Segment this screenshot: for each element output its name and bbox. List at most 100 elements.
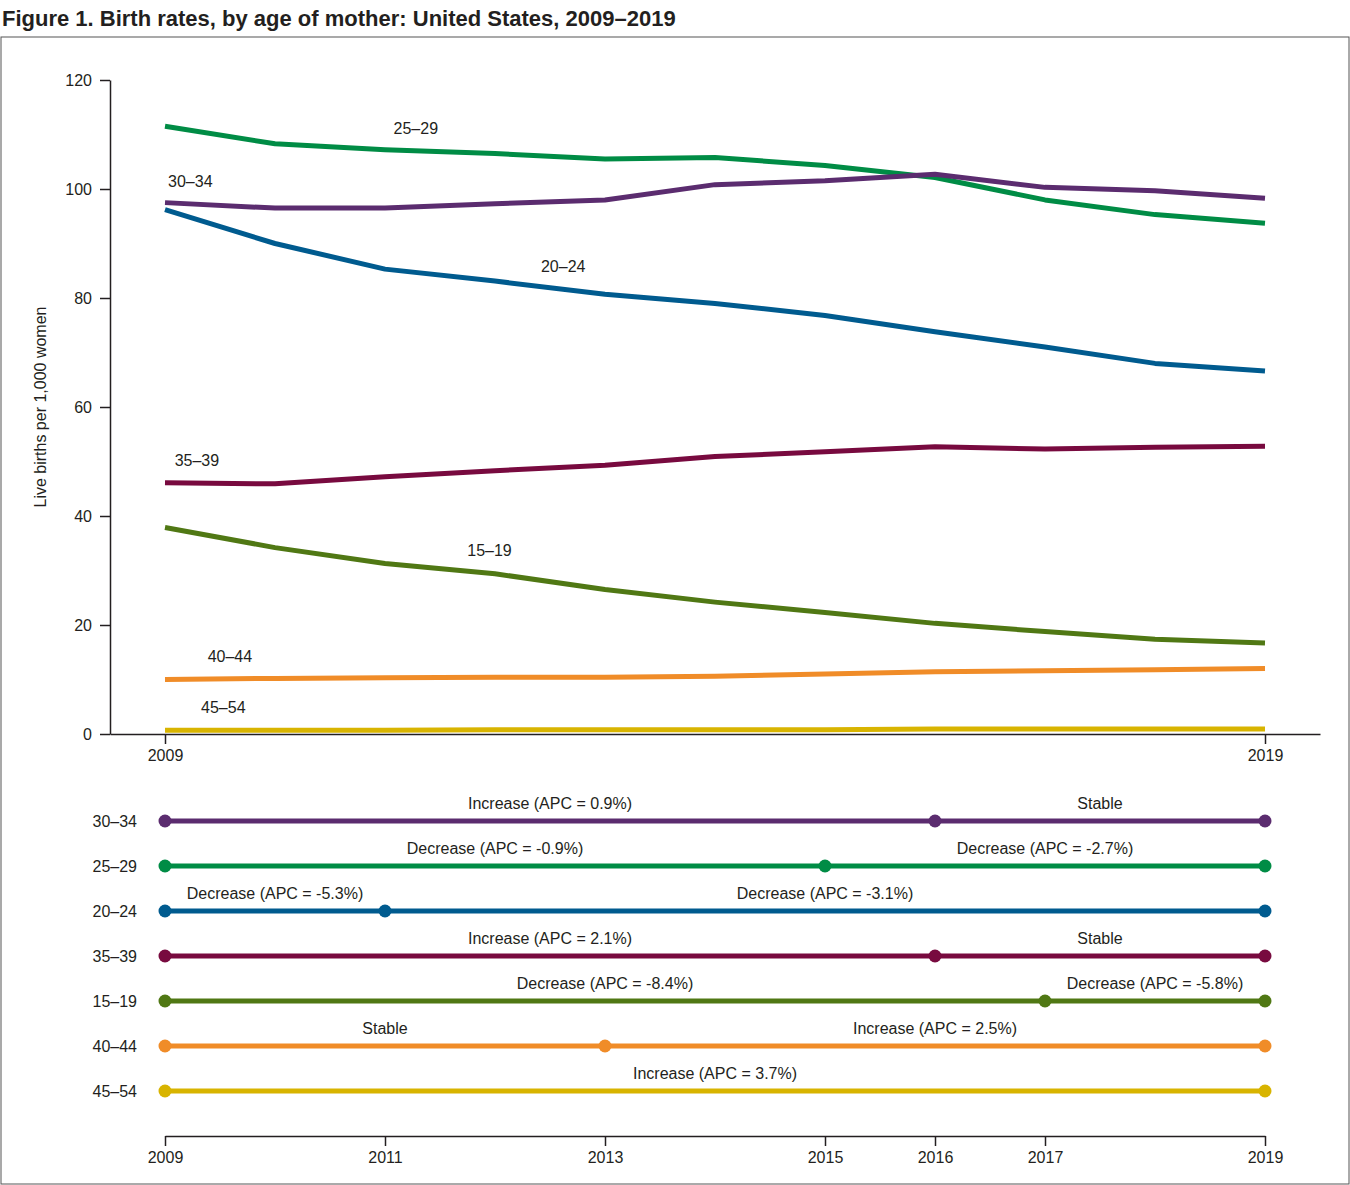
tick-label: 2016: [918, 1149, 954, 1166]
tick-label: 120: [65, 72, 92, 89]
tick: 2011: [368, 1136, 403, 1166]
tick-label: 2019: [1248, 1149, 1284, 1166]
row-label: 35–39: [93, 948, 138, 965]
tick-mark: [165, 734, 167, 744]
row-label: 25–29: [93, 858, 138, 875]
tick-mark: [100, 189, 110, 191]
segment: [165, 954, 935, 959]
lines: [165, 126, 1265, 730]
series-label: 30–34: [168, 173, 213, 190]
segment-label: Increase (APC = 2.5%): [853, 1020, 1017, 1037]
tick: 100: [65, 181, 110, 198]
segment: [605, 1044, 1265, 1049]
tick: 2019: [1248, 734, 1284, 764]
segment: [165, 909, 385, 914]
axis-line: [111, 734, 1321, 736]
tick: 60: [74, 399, 110, 416]
joinpoint: [599, 1040, 612, 1053]
joinpoint: [159, 905, 172, 918]
joinpoint: [929, 815, 942, 828]
x-axis: 2009201120132015201620172019: [148, 1136, 1284, 1166]
tick-mark: [165, 1136, 167, 1146]
tick: 2015: [808, 1136, 844, 1166]
tick-label: 100: [65, 181, 92, 198]
series-label: 40–44: [208, 648, 253, 665]
tick: 120: [65, 72, 110, 89]
tick-label: 40: [74, 508, 92, 525]
joinpoint: [1259, 815, 1272, 828]
row-label: 45–54: [93, 1083, 138, 1100]
y-axis: 0 20 40 60 80 100 120: [65, 72, 110, 743]
segment-label: Increase (APC = 2.1%): [468, 930, 632, 947]
title: Figure 1. Birth rates, by age of mother:…: [2, 6, 676, 31]
segment: [165, 1044, 605, 1049]
tick-label: 2015: [808, 1149, 844, 1166]
segment: [935, 819, 1265, 824]
joinpoint: [379, 905, 392, 918]
row-label: 20–24: [93, 903, 138, 920]
segment: [165, 819, 935, 824]
tick-mark: [825, 1136, 827, 1146]
segment: [825, 864, 1265, 869]
tick: 2019: [1248, 1136, 1284, 1166]
series-label: 35–39: [175, 452, 220, 469]
segment-label: Increase (APC = 0.9%): [468, 795, 632, 812]
segment: [165, 864, 825, 869]
tick: 0: [83, 726, 110, 743]
segment: [1045, 999, 1265, 1004]
joinpoint: [1259, 905, 1272, 918]
tick-mark: [100, 516, 110, 518]
tick-label: 20: [74, 617, 92, 634]
segment-label: Increase (APC = 3.7%): [633, 1065, 797, 1082]
tick: 2016: [918, 1136, 954, 1166]
joinpoint: [159, 1040, 172, 1053]
tick-label: 2019: [1248, 747, 1284, 764]
tick: 2017: [1028, 1136, 1064, 1166]
tick-label: 2011: [368, 1149, 403, 1166]
tick-mark: [100, 80, 110, 82]
tick-mark: [385, 1136, 387, 1146]
series-label: 20–24: [541, 258, 586, 275]
tick-mark: [605, 1136, 607, 1146]
joinpoint: [1259, 1040, 1272, 1053]
joinpoint: [159, 950, 172, 963]
tick-mark: [100, 298, 110, 300]
segment: [385, 909, 1265, 914]
segment-label: Decrease (APC = -3.1%): [737, 885, 914, 902]
segment: [165, 999, 1045, 1004]
joinpoint: [819, 860, 832, 873]
tick-mark: [935, 1136, 937, 1146]
tick-mark: [100, 625, 110, 627]
series-line: [165, 446, 1265, 484]
tick: 40: [74, 508, 110, 525]
series-line: [165, 174, 1265, 208]
axis-line: [166, 1136, 1266, 1138]
row-label: 15–19: [93, 993, 138, 1010]
segment: [165, 1089, 1265, 1094]
joinpoint: [1259, 860, 1272, 873]
x-axis: 20092019: [111, 734, 1321, 764]
joinpoint: [1259, 1085, 1272, 1098]
series-label: 45–54: [201, 699, 246, 716]
frame: [1, 37, 1349, 1184]
segment: [935, 954, 1265, 959]
tick-label: 60: [74, 399, 92, 416]
series-line: [165, 527, 1265, 643]
joinpoint: [1259, 950, 1272, 963]
tick-mark: [100, 734, 110, 736]
segment-label: Stable: [1077, 930, 1122, 947]
series-line: [165, 210, 1265, 371]
joinpoint: [159, 815, 172, 828]
series-label: 25–29: [394, 120, 439, 137]
tick: 80: [74, 290, 110, 307]
segment-label: Stable: [362, 1020, 407, 1037]
joinpoint: [159, 860, 172, 873]
tick-label: 80: [74, 290, 92, 307]
tick-label: 2009: [148, 1149, 184, 1166]
row-label: 30–34: [93, 813, 138, 830]
segment-label: Decrease (APC = -8.4%): [517, 975, 694, 992]
segment-label: Decrease (APC = -0.9%): [407, 840, 584, 857]
series-line: [165, 126, 1265, 223]
series-label: 15–19: [467, 542, 512, 559]
segment-label: Stable: [1077, 795, 1122, 812]
